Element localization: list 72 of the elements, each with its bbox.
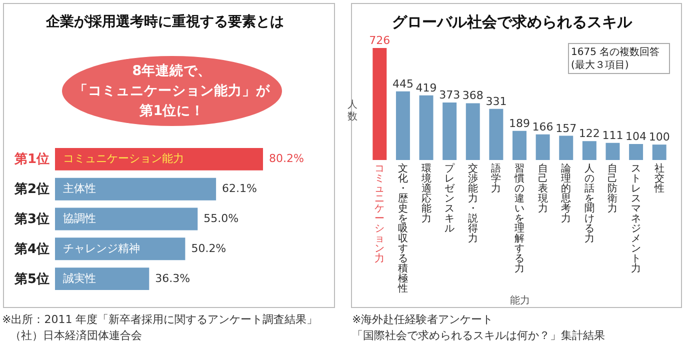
data-label: 100 [648, 130, 670, 144]
bar [419, 95, 434, 160]
x-tick-label: プレゼンスキル [444, 162, 456, 234]
x-tick-label: 論理的思考力 [560, 162, 572, 224]
data-label: 373 [439, 88, 460, 102]
chart-title: グローバル社会で求められるスキル [392, 13, 633, 31]
data-label: 726 [369, 34, 390, 47]
bar [442, 102, 457, 160]
data-label: 445 [392, 77, 414, 90]
x-tick-label: 語学力 [491, 162, 502, 194]
bar [489, 108, 504, 160]
data-label: 55.0% [204, 212, 239, 225]
data-label: 80.2% [269, 152, 304, 166]
annotation: チャレンジ精神 [63, 242, 140, 255]
bar [55, 178, 216, 200]
data-label: 331 [486, 94, 507, 108]
bar [396, 91, 410, 160]
text: 「国際社会で求められるスキルは何か？」集計結果 [352, 329, 605, 342]
bar [512, 130, 526, 160]
bar [629, 144, 644, 160]
annotation: 主体性 [63, 182, 96, 196]
data-label: 36.3% [155, 272, 190, 285]
x-tick-label: 人の話を聞ける力 [584, 164, 594, 244]
x-tick-label: 環境適応能力 [420, 164, 432, 224]
bar [372, 48, 387, 160]
bar [55, 208, 198, 230]
text: 8年連続で、 [132, 63, 212, 79]
data-label: 111 [602, 128, 624, 142]
bar [536, 134, 550, 160]
text: ※海外赴任経験者アンケート [352, 313, 494, 326]
x-tick-label: 自己防衛力 [608, 162, 618, 214]
text: ※出所：2011 年度「新卒者採用に関するアンケート調査結果」 [2, 313, 318, 326]
text: 第1位に！ [138, 103, 205, 119]
category-label: 習慣の違いを理解する力 [514, 164, 524, 274]
y-tick-label: 第4位 [13, 242, 50, 257]
data-label: 122 [578, 127, 600, 140]
y-tick-label: 第2位 [13, 182, 50, 198]
text: 「コミュニケーション能力」が [74, 83, 271, 99]
data-label: 166 [532, 120, 554, 134]
data-label: 419 [416, 81, 437, 94]
bar [606, 142, 620, 160]
data-label: 368 [462, 89, 484, 102]
data-label: 104 [626, 130, 647, 143]
y-tick-label: 第3位 [13, 212, 50, 227]
annotation: 協調性 [63, 212, 96, 225]
category-label: 文化・歴史を吸収する積極性 [398, 164, 408, 294]
bar [652, 144, 666, 160]
y-tick-label: 第5位 [13, 272, 50, 287]
y-axis-title: 人数 [348, 100, 358, 122]
annotation: 誠実性 [63, 272, 96, 285]
annotation: (最大３項目) [571, 59, 629, 71]
data-label: 189 [509, 116, 530, 130]
x-tick-label: 自己表現力 [538, 162, 548, 214]
annotation: 1675 名の複数回答 [571, 46, 660, 58]
chart-title: 企業が採用選考時に重視する要素とは [45, 13, 284, 30]
data-label: 50.2% [191, 242, 226, 255]
x-tick-label: 社交性 [653, 162, 664, 194]
bar [559, 136, 574, 160]
bar [582, 141, 596, 160]
annotation: コミュニケーション能力 [63, 152, 184, 166]
bar [55, 238, 186, 260]
y-tick-label: 第1位 [13, 152, 50, 168]
x-axis-title: 能力 [510, 294, 530, 306]
category-label: コミュニケーション力 [374, 164, 385, 264]
x-tick-label: 交渉能力・説得力 [468, 162, 478, 244]
bar [55, 268, 150, 290]
data-label: 157 [556, 122, 577, 135]
data-label: 62.1% [222, 182, 258, 196]
bar [55, 148, 263, 170]
bar [466, 103, 480, 160]
text: （社）日本経済団体連合会 [10, 329, 142, 342]
category-label: ストレスマネジメント力 [631, 164, 642, 274]
